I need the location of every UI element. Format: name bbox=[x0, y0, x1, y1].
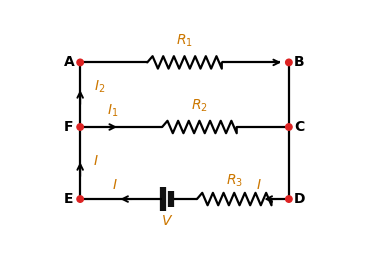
Text: $I$: $I$ bbox=[256, 178, 262, 192]
Text: $I$: $I$ bbox=[93, 153, 98, 168]
Circle shape bbox=[77, 196, 83, 202]
Text: $I_1$: $I_1$ bbox=[107, 103, 118, 119]
Text: $I$: $I$ bbox=[112, 178, 118, 192]
Text: D: D bbox=[294, 192, 305, 206]
Text: B: B bbox=[294, 55, 304, 69]
Circle shape bbox=[286, 196, 292, 202]
Circle shape bbox=[77, 124, 83, 130]
Circle shape bbox=[286, 124, 292, 130]
Text: $I_2$: $I_2$ bbox=[94, 79, 105, 96]
Text: F: F bbox=[64, 120, 74, 134]
Circle shape bbox=[77, 59, 83, 66]
Text: $R_1$: $R_1$ bbox=[176, 33, 193, 50]
Circle shape bbox=[286, 59, 292, 66]
Text: $R_3$: $R_3$ bbox=[226, 172, 243, 189]
Text: $V$: $V$ bbox=[161, 214, 173, 228]
Text: C: C bbox=[294, 120, 304, 134]
Text: E: E bbox=[64, 192, 74, 206]
Text: A: A bbox=[64, 55, 74, 69]
Text: $R_2$: $R_2$ bbox=[191, 98, 208, 114]
